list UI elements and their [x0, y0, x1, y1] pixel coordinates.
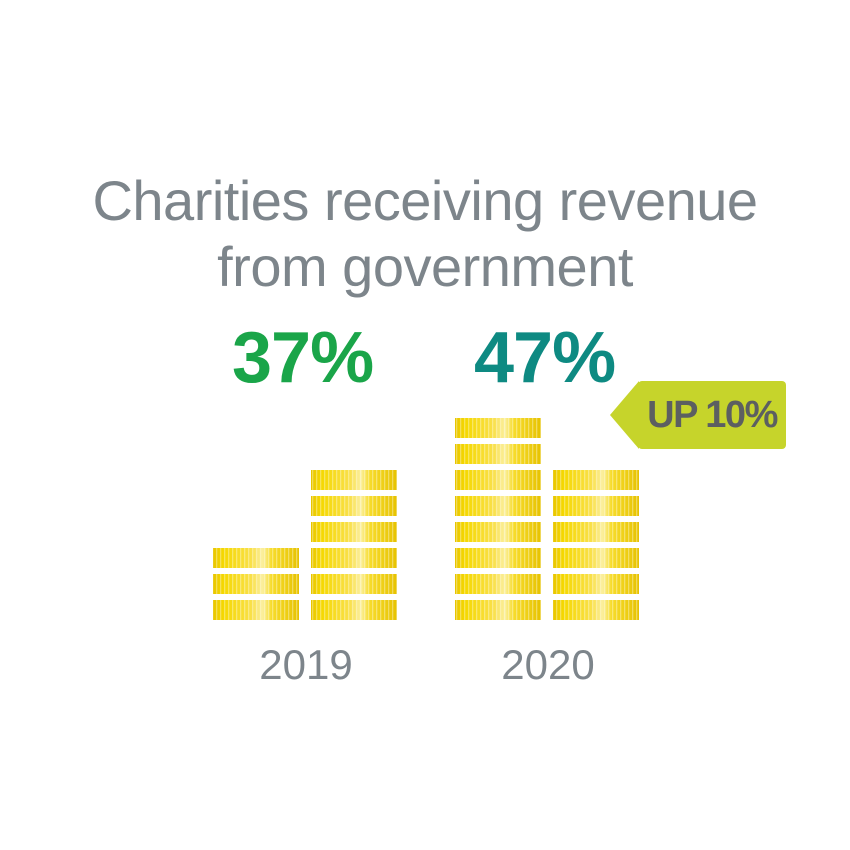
coin-layer — [213, 418, 639, 620]
coin-2019-stack-2-5 — [311, 496, 397, 516]
coin-2019-stack-2-2 — [311, 574, 397, 594]
coin-2020-stack-2-5 — [553, 496, 639, 516]
category-label-2019: 2019 — [259, 641, 353, 688]
coin-2020-stack-2-3 — [553, 548, 639, 568]
coin-2020-stack-2-1 — [553, 600, 639, 620]
change-badge-label: UP 10% — [647, 393, 778, 436]
chart-title-line-1: Charities receiving revenue — [92, 169, 758, 232]
coin-2019-stack-1-2 — [213, 574, 299, 594]
value-label-2020: 47% — [474, 318, 616, 398]
coin-2019-stack-2-6 — [311, 470, 397, 490]
coin-2020-stack-1-1 — [455, 600, 541, 620]
coin-2020-stack-2-6 — [553, 470, 639, 490]
coin-2019-stack-1-3 — [213, 548, 299, 568]
coin-2019-stack-2-3 — [311, 548, 397, 568]
badge-arrow-icon — [610, 381, 639, 449]
chart-title: Charities receiving revenue from governm… — [40, 168, 810, 300]
coin-2020-stack-1-2 — [455, 574, 541, 594]
category-label-2020: 2020 — [501, 641, 595, 688]
coin-2020-stack-1-4 — [455, 522, 541, 542]
coin-2019-stack-2-4 — [311, 522, 397, 542]
coin-2020-stack-2-2 — [553, 574, 639, 594]
change-badge: UP 10% — [638, 381, 786, 449]
coin-2020-stack-1-6 — [455, 470, 541, 490]
coin-2019-stack-1-1 — [213, 600, 299, 620]
coin-2020-stack-1-8 — [455, 418, 541, 438]
coin-2019-stack-2-1 — [311, 600, 397, 620]
coin-2020-stack-1-5 — [455, 496, 541, 516]
coin-2020-stack-1-7 — [455, 444, 541, 464]
chart-title-line-2: from government — [217, 235, 633, 298]
coin-2020-stack-1-3 — [455, 548, 541, 568]
value-label-2019: 37% — [232, 318, 374, 398]
coin-2020-stack-2-4 — [553, 522, 639, 542]
